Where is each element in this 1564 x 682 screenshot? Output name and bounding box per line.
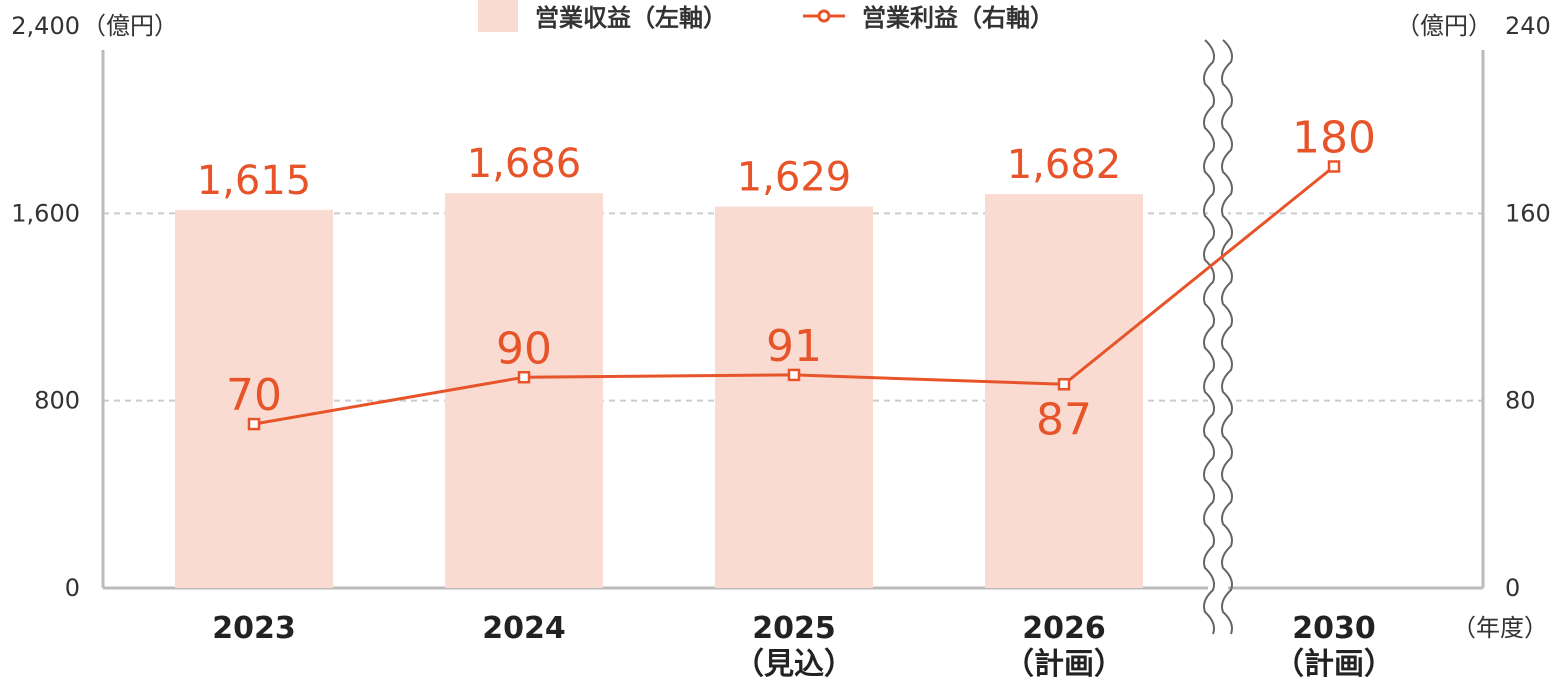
profit-line	[247, 160, 1341, 431]
revenue-bars	[175, 193, 1143, 589]
category-label: 2023	[212, 611, 296, 646]
revenue-value-label: 1,629	[737, 155, 852, 201]
legend-revenue-label: 営業収益（左軸）	[535, 4, 727, 32]
axis-break-line	[1221, 39, 1233, 635]
tick-labels: 0 800 1,600 2,400 0 80 160 240	[11, 12, 1551, 602]
right-axis-unit: （億円）	[1396, 12, 1492, 40]
right-tick-label: 80	[1505, 387, 1536, 415]
left-tick-label: 2,400	[11, 12, 80, 40]
profit-value-label: 90	[496, 323, 552, 374]
right-tick-label: 240	[1505, 12, 1551, 40]
category-labels: 2023 2024 2025（見込）2026（計画）2030（計画）	[212, 611, 1394, 682]
right-tick-label: 0	[1505, 574, 1520, 602]
category-sublabel: （見込）	[734, 647, 854, 682]
revenue-bar	[175, 209, 333, 588]
profit-point	[1057, 378, 1071, 391]
revenue-bar	[445, 193, 603, 588]
revenue-value-label: 1,615	[197, 158, 312, 204]
profit-point	[787, 368, 801, 382]
category-label: 2025	[752, 611, 836, 646]
axis-break	[1203, 39, 1233, 640]
left-tick-label: 800	[34, 387, 80, 415]
category-label: 2026	[1022, 611, 1106, 646]
profit-value-label: 180	[1292, 113, 1376, 164]
category-sublabel: （計画）	[1004, 647, 1124, 682]
profit-value-label: 91	[766, 321, 822, 372]
legend-profit-label: 営業利益（右軸）	[862, 4, 1054, 32]
revenue-value-label: 1,682	[1007, 142, 1122, 188]
profit-value-label: 87	[1036, 394, 1092, 445]
revenue-bar	[985, 194, 1143, 589]
category-sublabel: （計画）	[1274, 647, 1394, 682]
left-tick-label: 1,600	[11, 199, 80, 227]
data-labels: 1,615 1,686 1,629 1,682 70 90 91 87 180	[197, 113, 1376, 446]
left-axis-unit: （億円）	[82, 12, 178, 40]
legend: 営業収益（左軸） 営業利益（右軸）	[478, 0, 1054, 32]
axis-break-line	[1203, 39, 1215, 635]
revenue-bar	[715, 206, 873, 589]
profit-value-label: 70	[226, 370, 282, 421]
legend-line-marker	[817, 9, 831, 23]
category-label: 2024	[482, 611, 566, 646]
profit-point	[1327, 160, 1341, 173]
grid-lines	[103, 212, 1483, 402]
profit-point	[247, 417, 261, 431]
x-axis-unit: （年度）	[1452, 614, 1548, 642]
left-tick-label: 0	[65, 574, 80, 602]
legend-bar-swatch	[478, 0, 518, 32]
revenue-value-label: 1,686	[467, 141, 582, 187]
right-tick-label: 160	[1505, 199, 1551, 227]
profit-point	[517, 371, 531, 384]
category-label: 2030	[1292, 611, 1376, 646]
